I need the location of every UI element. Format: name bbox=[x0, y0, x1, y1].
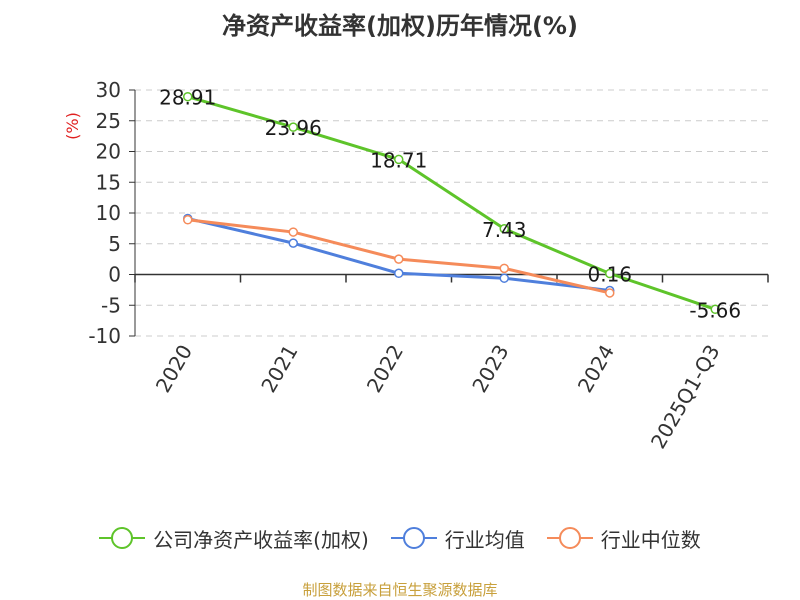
data-point bbox=[605, 288, 615, 298]
data-point bbox=[288, 238, 298, 248]
y-tick-label: 30 bbox=[96, 78, 121, 102]
legend-label: 行业均值 bbox=[444, 527, 525, 552]
data-point bbox=[183, 91, 193, 102]
legend-marker-icon bbox=[99, 527, 146, 549]
data-point bbox=[605, 268, 615, 279]
y-axis-label: (%) bbox=[63, 112, 82, 140]
legend-label: 公司净资产收益率(加权) bbox=[153, 527, 369, 552]
data-point bbox=[394, 268, 404, 279]
x-tick-label: 2025Q1-Q3 bbox=[646, 341, 725, 453]
y-tick-label: 20 bbox=[96, 140, 121, 164]
data-point bbox=[288, 122, 298, 132]
x-tick-label: 2023 bbox=[467, 341, 513, 397]
legend-label: 行业中位数 bbox=[600, 527, 701, 552]
legend-item[interactable]: 行业中位数 bbox=[546, 524, 701, 553]
data-point bbox=[394, 154, 404, 165]
y-tick-label: 0 bbox=[108, 263, 121, 287]
data-point bbox=[710, 304, 720, 315]
data-label: -5.66 bbox=[689, 298, 741, 322]
y-tick-label: 15 bbox=[96, 170, 121, 194]
series-line bbox=[187, 95, 716, 311]
y-tick-label: -10 bbox=[88, 324, 121, 348]
data-label: 28.91 bbox=[159, 86, 216, 110]
legend-item[interactable]: 行业均值 bbox=[390, 524, 525, 553]
data-label: 23.96 bbox=[265, 116, 322, 140]
legend-marker-icon bbox=[546, 527, 593, 549]
data-source-note: 制图数据来自恒生聚源数据库 bbox=[302, 581, 498, 599]
x-tick-label: 2020 bbox=[151, 341, 197, 397]
chart-title: 净资产收益率(加权)历年情况(%) bbox=[222, 12, 578, 40]
legend-item[interactable]: 公司净资产收益率(加权) bbox=[99, 524, 369, 553]
data-point bbox=[499, 273, 509, 283]
data-label: 0.16 bbox=[587, 263, 632, 287]
data-point bbox=[394, 254, 404, 264]
y-tick-label: 10 bbox=[96, 201, 121, 225]
data-point bbox=[183, 215, 193, 225]
x-tick-label: 2024 bbox=[573, 341, 619, 397]
data-point bbox=[499, 263, 509, 274]
x-tick-label: 2022 bbox=[362, 341, 408, 397]
y-tick-label: 25 bbox=[96, 109, 121, 133]
data-point bbox=[499, 224, 509, 234]
y-tick-label: -5 bbox=[101, 293, 121, 317]
data-label: 18.71 bbox=[370, 148, 427, 172]
legend: 公司净资产收益率(加权) 行业均值 行业中位数 bbox=[0, 518, 800, 558]
data-point bbox=[288, 227, 298, 237]
y-tick-label: 5 bbox=[108, 232, 121, 256]
data-label: 7.43 bbox=[482, 218, 527, 242]
legend-marker-icon bbox=[390, 527, 437, 549]
x-tick-label: 2021 bbox=[256, 341, 302, 397]
